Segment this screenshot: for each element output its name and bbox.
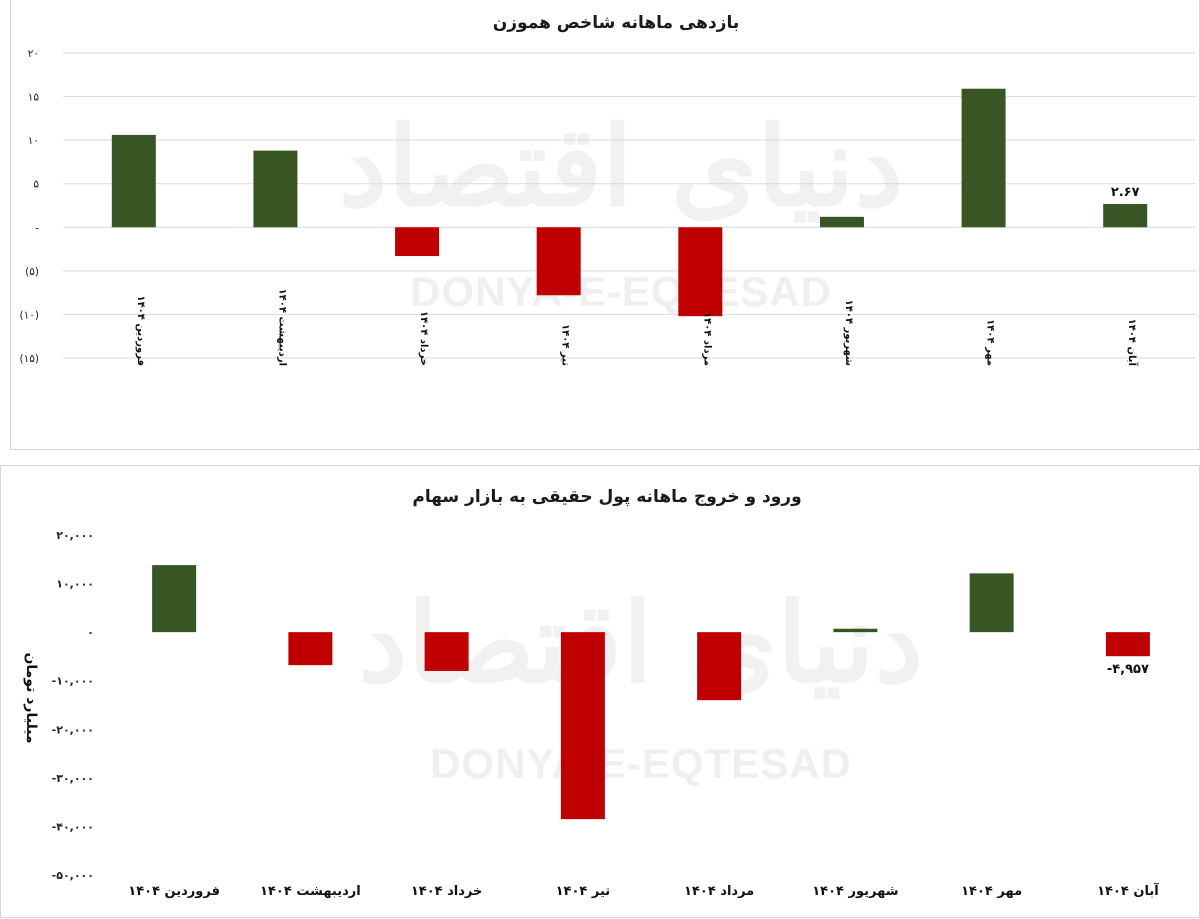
x-tick-label: آبان ۱۴۰۴ [1126,319,1139,367]
x-tick-label: مهر ۱۴۰۴ [985,319,996,366]
watermark-logo-fa: دنیای اقتصاد [339,102,904,231]
y-tick-label: ۵ [33,179,39,191]
data-label: -۴,۹۵۷ [1107,662,1149,677]
x-tick-label: فروردین ۱۴۰۴ [128,884,220,899]
x-tick-label: مهر ۱۴۰۴ [961,884,1022,899]
y-tick-label: (۱۵) [20,353,39,365]
x-tick-label: اردیبهشت ۱۴۰۴ [260,884,361,899]
y-tick-label: -۱۰,۰۰۰ [52,675,94,688]
data-label: ۲.۶۷ [1111,185,1140,200]
x-tick-label: تیر ۱۴۰۴ [556,884,611,899]
bar [697,632,742,701]
y-tick-label: ۱۰ [28,135,39,147]
watermark-logo-en: DONYA-E-EQTESAD [430,740,852,787]
chart-panel-real-money-flow: دنیای اقتصاد DONYA-E-EQTESAD ورود و خروج م… [0,465,1200,918]
bar [560,632,605,820]
x-tick-label: اردیبهشت ۱۴۰۴ [276,289,287,366]
watermark-logo-en: DONYA-E-EQTESAD [410,268,832,315]
y-tick-label: ۲۰ [28,48,39,60]
x-tick-label: شهریور ۱۴۰۴ [812,884,898,899]
x-tick-label: آبان ۱۴۰۴ [1097,882,1159,899]
bar [961,88,1006,228]
bar [424,632,469,671]
y-tick-label: ۲۰,۰۰۰ [56,529,94,542]
x-tick-label: مرداد ۱۴۰۴ [684,884,754,899]
bar [678,227,723,317]
y-tick-label: ۰ [87,626,94,639]
x-tick-label: تیر ۱۴۰۴ [560,324,571,366]
y-tick-label: -۲۰,۰۰۰ [52,723,94,736]
bar [152,565,197,633]
bar [1103,204,1148,228]
y-axis-label: میلیارد تومان [23,652,39,743]
y-tick-label: (۵) [25,266,39,278]
bar [111,134,156,228]
bar [819,216,864,228]
bar [395,227,440,257]
bar [253,150,298,228]
x-tick-label: خرداد ۱۴۰۴ [418,311,429,366]
bar [288,632,333,666]
y-tick-label: - [35,222,39,234]
chart-panel-weighted-index-return: دنیای اقتصاد DONYA-E-EQTESAD بازدهی ماهانه… [10,0,1200,450]
y-tick-label: (۱۰) [20,309,39,321]
y-tick-label: ۱۵ [28,92,40,104]
bar [1105,632,1150,657]
chart-weighted-index-return: دنیای اقتصاد DONYA-E-EQTESAD بازدهی ماهانه… [20,13,1196,367]
x-tick-label: فروردین ۱۴۰۴ [135,295,146,366]
x-tick-label: خرداد ۱۴۰۴ [411,884,483,899]
y-tick-label: ۱۰,۰۰۰ [56,578,94,591]
y-tick-label: -۴۰,۰۰۰ [52,820,94,833]
x-tick-label: شهریور ۱۴۰۴ [843,300,854,367]
y-tick-label: -۵۰,۰۰۰ [52,869,94,882]
bar [536,227,581,296]
chart-title: بازدهی ماهانه شاخص هموزن [493,13,739,33]
x-tick-label: مرداد ۱۴۰۴ [701,312,712,366]
bar [969,573,1014,633]
y-tick-label: -۳۰,۰۰۰ [52,772,94,785]
bar [833,628,878,633]
chart-title: ورود و خروج ماهانه پول حقیقی به بازار سه… [412,487,801,507]
